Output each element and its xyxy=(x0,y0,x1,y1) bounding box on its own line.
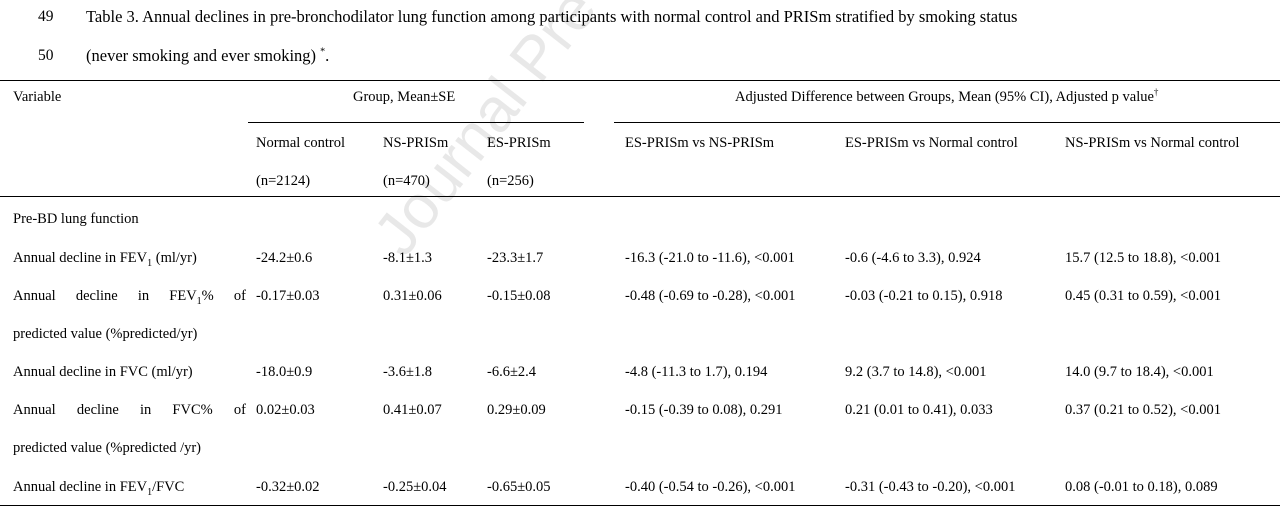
header-adjusted-text: Adjusted Difference between Groups, Mean… xyxy=(735,89,1154,105)
header-es-vs-normal: ES-PRISm vs Normal control xyxy=(845,135,1018,151)
header-adjusted-difference: Adjusted Difference between Groups, Mean… xyxy=(735,88,1158,106)
caption-text: (never smoking and ever smoking) xyxy=(86,46,317,65)
table-cell: 14.0 (9.7 to 18.4), <0.001 xyxy=(1065,364,1214,380)
row-label: Annual decline in FEV1 (ml/yr) xyxy=(13,249,197,269)
table-cell: 0.21 (0.01 to 0.41), 0.033 xyxy=(845,402,993,418)
table-cell: -0.03 (-0.21 to 0.15), 0.918 xyxy=(845,288,1003,304)
group-header-rule xyxy=(248,122,584,123)
row-label: Annual decline in FVC% of xyxy=(13,402,246,418)
table-cell: -0.40 (-0.54 to -0.26), <0.001 xyxy=(625,479,796,495)
header-es-prism-n: (n=256) xyxy=(487,173,534,189)
table-cell: -0.6 (-4.6 to 3.3), 0.924 xyxy=(845,250,981,266)
table-cell: -0.17±0.03 xyxy=(256,288,320,304)
table-cell: 0.08 (-0.01 to 0.18), 0.089 xyxy=(1065,479,1218,495)
header-es-prism: ES-PRISm xyxy=(487,135,551,151)
adjusted-header-rule xyxy=(614,122,1280,123)
table-cell: -0.48 (-0.69 to -0.28), <0.001 xyxy=(625,288,796,304)
row-label-text: Annual decline in FEV xyxy=(13,250,148,266)
header-ns-prism-n: (n=470) xyxy=(383,173,430,189)
header-normal-control: Normal control xyxy=(256,135,345,151)
caption-period: . xyxy=(325,46,330,65)
table-cell: -0.15 (-0.39 to 0.08), 0.291 xyxy=(625,402,783,418)
section-title: Pre-BD lung function xyxy=(13,211,139,227)
row-label-sub: 1 xyxy=(147,257,153,269)
row-label: Annual decline in FEV1/FVC xyxy=(13,478,185,498)
table-cell: 9.2 (3.7 to 14.8), <0.001 xyxy=(845,364,987,380)
header-normal-control-n: (n=2124) xyxy=(256,173,311,189)
line-number: 50 xyxy=(38,47,54,64)
table-cell: -0.65±0.05 xyxy=(487,479,551,495)
header-ns-prism: NS-PRISm xyxy=(383,135,449,151)
table-cell: -0.31 (-0.43 to -0.20), <0.001 xyxy=(845,479,1016,495)
line-number: 49 xyxy=(38,8,54,25)
row-label-continuation: predicted value (%predicted/yr) xyxy=(13,326,198,342)
table-top-rule xyxy=(0,80,1280,81)
table-cell: -0.15±0.08 xyxy=(487,288,551,304)
header-variable: Variable xyxy=(13,89,62,105)
table-cell: 0.37 (0.21 to 0.52), <0.001 xyxy=(1065,402,1221,418)
row-label-text: (ml/yr) xyxy=(152,250,197,266)
table-cell: -6.6±2.4 xyxy=(487,364,537,380)
header-ns-vs-normal: NS-PRISm vs Normal control xyxy=(1065,135,1240,151)
row-label-text: Annual decline in FEV xyxy=(13,288,197,304)
table-cell: 0.29±0.09 xyxy=(487,402,546,418)
table-cell: -4.8 (-11.3 to 1.7), 0.194 xyxy=(625,364,768,380)
row-label-text: Annual decline in FEV xyxy=(13,479,148,495)
table-cell: -18.0±0.9 xyxy=(256,364,313,380)
header-es-vs-ns: ES-PRISm vs NS-PRISm xyxy=(625,135,775,151)
table-cell: -3.6±1.8 xyxy=(383,364,433,380)
table-caption-title: Table 3. Annual declines in pre-bronchod… xyxy=(86,7,1018,26)
table-cell: -8.1±1.3 xyxy=(383,250,433,266)
table-cell: 15.7 (12.5 to 18.8), <0.001 xyxy=(1065,250,1221,266)
table-caption-continuation: (never smoking and ever smoking) *. xyxy=(86,46,329,66)
header-group: Group, Mean±SE xyxy=(353,89,456,105)
table-cell: 0.45 (0.31 to 0.59), <0.001 xyxy=(1065,288,1221,304)
table-cell: 0.41±0.07 xyxy=(383,402,442,418)
table-cell: -0.32±0.02 xyxy=(256,479,320,495)
row-label-continuation: predicted value (%predicted /yr) xyxy=(13,440,202,456)
row-label: Annual decline in FVC (ml/yr) xyxy=(13,364,193,380)
row-label-sub: 1 xyxy=(196,295,202,307)
table-cell: -23.3±1.7 xyxy=(487,250,544,266)
table-cell: -0.25±0.04 xyxy=(383,479,447,495)
table-cell: -24.2±0.6 xyxy=(256,250,313,266)
row-label-sub: 1 xyxy=(147,486,153,498)
table-cell: 0.02±0.03 xyxy=(256,402,315,418)
table-cell: 0.31±0.06 xyxy=(383,288,442,304)
header-footnote-mark: † xyxy=(1153,87,1159,98)
row-label: Annual decline in FEV1% of xyxy=(13,287,246,307)
table-bottom-rule xyxy=(0,505,1280,506)
header-bottom-rule xyxy=(0,196,1280,197)
table-cell: -16.3 (-21.0 to -11.6), <0.001 xyxy=(625,250,795,266)
row-label-text: % of xyxy=(201,288,246,304)
caption-footnote-mark: * xyxy=(320,46,326,58)
row-label-text: /FVC xyxy=(152,479,185,495)
